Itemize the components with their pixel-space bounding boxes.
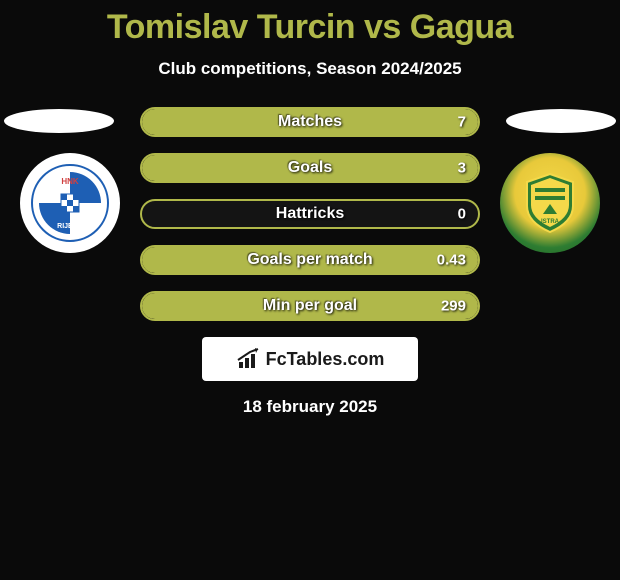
stat-value-right: 3 [458,160,466,177]
stat-rows: Matches 7 Goals 3 Hattricks 0 Goals per match 0… [140,107,480,321]
player-right-ellipse [506,109,616,133]
date-text: 18 february 2025 [0,397,620,417]
stat-value-right: 299 [441,298,466,315]
stat-value-right: 7 [458,114,466,131]
page-title: Tomislav Turcin vs Gagua [0,8,620,47]
stat-value-right: 0 [458,206,466,223]
stat-label: Matches [278,113,342,131]
club-badge-right: ISTRA [500,153,600,253]
stat-row: Min per goal 299 [140,291,480,321]
brand-box: FcTables.com [202,337,418,381]
club-badge-left: HNK RIJEKA [20,153,120,253]
svg-text:HNK: HNK [61,177,79,186]
stat-row: Hattricks 0 [140,199,480,229]
svg-text:ISTRA: ISTRA [541,219,560,225]
stat-label: Goals [288,159,332,177]
stat-row: Goals per match 0.43 [140,245,480,275]
stat-row: Goals 3 [140,153,480,183]
player-left-ellipse [4,109,114,133]
infographic-root: Tomislav Turcin vs Gagua Club competitio… [0,0,620,417]
brand-chart-icon [236,348,264,370]
stat-label: Goals per match [247,251,372,269]
brand-text: FcTables.com [266,349,385,370]
comparison-area: HNK RIJEKA ISTRA Mat [0,107,620,321]
stat-label: Hattricks [276,205,344,223]
stat-row: Matches 7 [140,107,480,137]
subtitle: Club competitions, Season 2024/2025 [0,59,620,79]
svg-text:RIJEKA: RIJEKA [57,223,83,230]
stat-value-right: 0.43 [437,252,466,269]
stat-label: Min per goal [263,297,357,315]
rijeka-crest: HNK RIJEKA [31,164,109,242]
